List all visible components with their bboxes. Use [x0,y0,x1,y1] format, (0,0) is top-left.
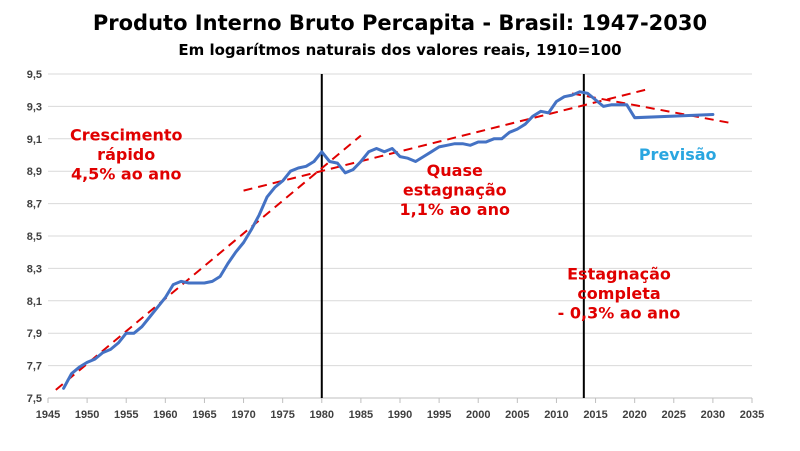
chart-subtitle: Em logarítmos naturais dos valores reais… [178,41,621,59]
x-tick-label: 1980 [310,409,334,421]
y-tick-label: 9,5 [27,69,42,81]
gdp-per-capita-series-line [62,90,715,390]
x-tick-label: 1995 [427,409,451,421]
x-tick-label: 2020 [622,409,646,421]
x-tick-label: 2015 [583,409,607,421]
x-tick-label: 2010 [544,409,568,421]
gridlines [48,73,752,367]
annotation-text: rápido [97,145,155,164]
annotation-text: 1,1% ao ano [400,200,510,219]
x-tick-label: 2000 [466,409,490,421]
trend-line [571,92,729,124]
x-tick-label: 1970 [231,409,255,421]
y-tick-label: 7,9 [27,328,42,340]
y-tick-label: 7,7 [27,361,42,373]
tick-labels: 7,5 7,7 7,9 8,1 8,3 8,5 8,7 8,9 9,1 9,3 9,5 1945 195… [27,69,765,421]
annotation-text: Previsão [639,145,717,164]
x-tick-label: 1975 [270,409,294,421]
chart-title: Produto Interno Bruto Percapita - Brasil… [93,11,707,35]
x-tick-label: 1955 [114,409,138,421]
x-tick-label: 1950 [75,409,99,421]
trend-lines [55,87,729,391]
x-tick-label: 2025 [662,409,686,421]
y-tick-label: 8,1 [27,296,42,308]
x-tick-label: 2035 [740,409,764,421]
axes [47,397,753,403]
x-tick-label: 1945 [36,409,60,421]
y-tick-label: 7,5 [27,393,42,405]
annotation-text: completa [577,284,660,303]
y-tick-label: 8,5 [27,231,42,243]
y-tick-label: 8,7 [27,199,42,211]
x-tick-label: 2005 [505,409,529,421]
annotation-text: Quase [427,161,483,180]
vertical-markers [320,74,585,398]
y-tick-label: 8,9 [27,166,42,178]
y-tick-label: 8,3 [27,263,42,275]
series-group [62,90,715,390]
x-tick-label: 1965 [192,409,216,421]
trend-line [55,134,362,391]
x-tick-label: 1985 [349,409,373,421]
x-tick-label: 1990 [388,409,412,421]
annotation-text: Estagnação [567,265,671,284]
y-tick-label: 9,3 [27,101,42,113]
annotation-text: estagnação [403,181,507,200]
x-tick-label: 1960 [153,409,177,421]
trend-line [243,87,651,192]
annotation-text: Crescimento [70,125,183,144]
annotation-text: - 0,3% ao ano [558,304,681,323]
y-tick-label: 9,1 [27,134,42,146]
annotation-text: 4,5% ao ano [71,164,181,183]
x-tick-label: 2030 [701,409,725,421]
